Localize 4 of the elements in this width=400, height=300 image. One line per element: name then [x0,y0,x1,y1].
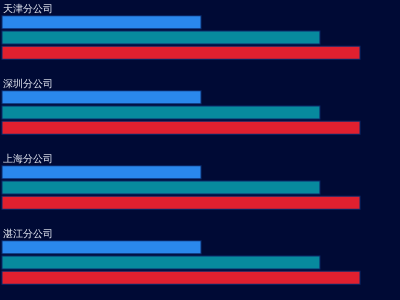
y-tick-label: 深圳分公司 [3,78,53,90]
y-tick-label: 上海分公司 [3,153,53,165]
y-tick-label: 天津分公司 [3,3,53,15]
y-tick-label: 湛江分公司 [3,228,53,240]
